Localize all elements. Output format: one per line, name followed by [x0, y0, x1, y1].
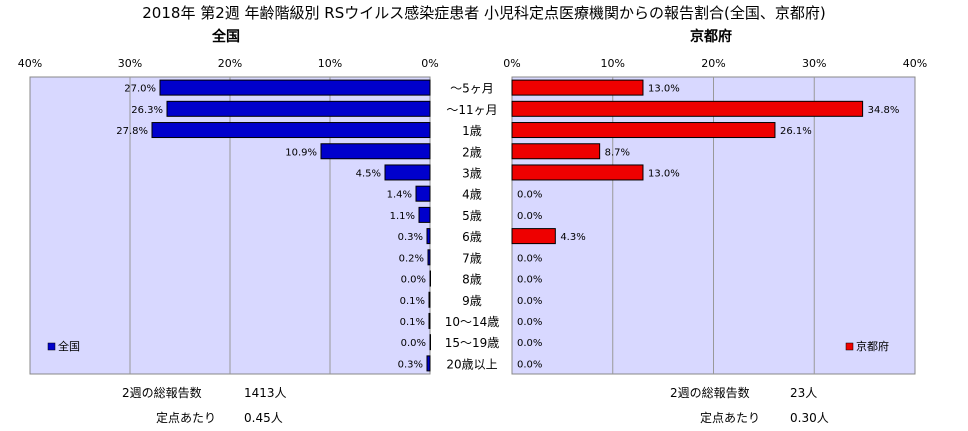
national-bar: [428, 312, 431, 329]
category-label: 10～14歳: [445, 315, 500, 329]
right-x-tick-label: 20%: [701, 57, 725, 70]
national-data-label: 4.5%: [356, 168, 381, 179]
right-per-label: 定点あたり: [700, 411, 761, 425]
left-x-tick-label: 0%: [421, 57, 438, 70]
kyoto-data-label: 0.0%: [517, 296, 542, 307]
national-bar: [159, 79, 431, 96]
kyoto-bar: [511, 228, 556, 245]
kyoto-legend-label: 京都府: [856, 339, 889, 353]
category-label: 9歳: [462, 294, 482, 308]
left-x-tick-label: 20%: [218, 57, 242, 70]
national-bar: [426, 355, 431, 372]
national-bar: [415, 185, 431, 202]
category-label: ～11ヶ月: [446, 103, 497, 117]
kyoto-data-label: 26.1%: [780, 126, 812, 137]
national-data-label: 1.4%: [387, 190, 412, 201]
left-total-label: 2週の総報告数: [122, 386, 202, 400]
national-bar: [166, 100, 431, 117]
right-panel-title: 京都府: [690, 29, 732, 45]
left-per-label: 定点あたり: [156, 411, 217, 425]
kyoto-data-label: 8.7%: [605, 147, 630, 158]
chart-title: 2018年 第2週 年齢階級別 RSウイルス感染症患者 小児科定点医療機関からの…: [142, 4, 826, 22]
kyoto-bar: [511, 122, 776, 139]
national-bar: [320, 143, 431, 160]
category-label: 6歳: [462, 230, 482, 244]
kyoto-data-label: 0.0%: [517, 190, 542, 201]
category-label: 5歳: [462, 209, 482, 223]
national-bar: [427, 249, 431, 266]
kyoto-legend-swatch: [845, 342, 854, 351]
left-per-value: 0.45人: [244, 411, 283, 425]
left-panel-title: 全国: [212, 29, 240, 45]
national-data-label: 0.3%: [398, 359, 423, 370]
national-data-label: 27.8%: [116, 126, 148, 137]
kyoto-bar: [511, 79, 644, 96]
kyoto-data-label: 13.0%: [648, 168, 680, 179]
category-label: 3歳: [462, 166, 482, 180]
national-bar: [428, 291, 431, 308]
national-data-label: 0.2%: [399, 253, 424, 264]
national-data-label: 26.3%: [131, 105, 163, 116]
left-x-tick-label: 30%: [118, 57, 142, 70]
right-x-tick-label: 0%: [503, 57, 520, 70]
right-x-tick-label: 30%: [802, 57, 826, 70]
national-bar: [429, 270, 431, 287]
national-data-label: 0.1%: [400, 317, 425, 328]
national-bar: [418, 206, 431, 223]
left-total-value: 1413人: [244, 386, 287, 400]
right-x-tick-label: 40%: [903, 57, 927, 70]
national-data-label: 27.0%: [124, 84, 156, 95]
category-label: 2歳: [462, 145, 482, 159]
kyoto-data-label: 0.0%: [517, 211, 542, 222]
category-label: 7歳: [462, 251, 482, 265]
national-data-label: 0.3%: [398, 232, 423, 243]
national-data-label: 0.0%: [401, 275, 426, 286]
category-label: 4歳: [462, 188, 482, 202]
national-bar: [426, 228, 431, 245]
kyoto-data-label: 0.0%: [517, 317, 542, 328]
national-legend-swatch: [47, 342, 56, 351]
kyoto-data-label: 0.0%: [517, 253, 542, 264]
left-x-tick-label: 10%: [318, 57, 342, 70]
kyoto-data-label: 0.0%: [517, 338, 542, 349]
right-per-value: 0.30人: [790, 411, 829, 425]
kyoto-bar: [511, 164, 644, 181]
kyoto-bar: [511, 100, 864, 117]
national-bar: [151, 122, 431, 139]
national-data-label: 0.1%: [400, 296, 425, 307]
category-label: ～5ヶ月: [450, 82, 494, 96]
left-x-tick-label: 40%: [18, 57, 42, 70]
kyoto-data-label: 0.0%: [517, 275, 542, 286]
kyoto-data-label: 34.8%: [868, 105, 900, 116]
category-label: 1歳: [462, 124, 482, 138]
national-bar: [384, 164, 431, 181]
national-data-label: 10.9%: [285, 147, 317, 158]
right-total-value: 23人: [790, 386, 818, 400]
national-data-label: 0.0%: [401, 338, 426, 349]
national-legend-label: 全国: [58, 339, 80, 353]
category-label: 15～19歳: [445, 336, 500, 350]
category-label: 8歳: [462, 273, 482, 287]
right-total-label: 2週の総報告数: [670, 386, 750, 400]
kyoto-bar: [511, 143, 601, 160]
kyoto-data-label: 4.3%: [560, 232, 585, 243]
national-bar: [429, 334, 431, 351]
category-label: 20歳以上: [446, 357, 497, 371]
national-data-label: 1.1%: [390, 211, 415, 222]
kyoto-data-label: 13.0%: [648, 84, 680, 95]
kyoto-data-label: 0.0%: [517, 359, 542, 370]
right-x-tick-label: 10%: [601, 57, 625, 70]
